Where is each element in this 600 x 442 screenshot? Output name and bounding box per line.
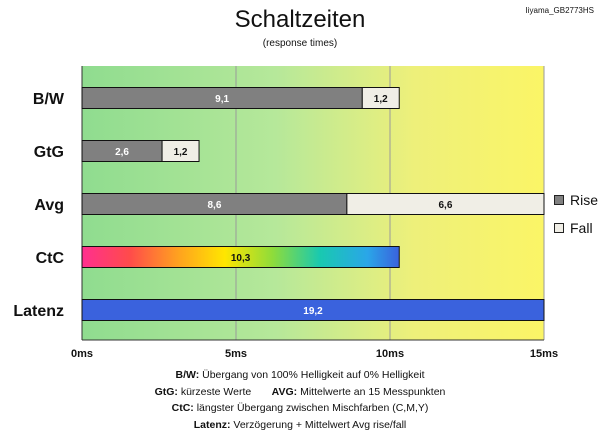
legend-item-fall: Fall: [554, 220, 593, 236]
bar-value-label: 1,2: [174, 147, 188, 158]
legend-item-rise: Rise: [554, 192, 599, 208]
bar-fall: [161, 140, 200, 162]
bar-value-label: 10,3: [231, 253, 251, 264]
note-latenz-key: Latenz:: [193, 418, 231, 431]
category-label: B/W: [33, 91, 65, 108]
legend-label-rise: Rise: [570, 192, 599, 208]
x-tick-label: 0ms: [71, 348, 93, 360]
x-tick-label: 10ms: [376, 348, 404, 360]
chart-title: Schaltzeiten: [234, 6, 366, 33]
bar-ctc: [81, 246, 400, 268]
legend-label-fall: Fall: [570, 220, 593, 236]
bar-fall: [361, 87, 400, 109]
note-ctc-key: CtC:: [171, 402, 194, 414]
note-avg-text: Mittelwerte an 15 Messpunkten: [297, 385, 446, 398]
bar-value-label: 8,6: [207, 200, 221, 211]
note-ctc: CtC: längster Übergang zwischen Mischfar…: [0, 400, 600, 417]
note-ctc-text: längster Übergang zwischen Mischfarben (…: [193, 402, 429, 414]
note-gtg-avg: GtG: kürzeste Werte AVG: Mittelwerte an …: [0, 384, 600, 401]
note-bw-text: Übergang von 100% Helligkeit auf 0% Hell…: [199, 369, 425, 381]
note-bw-key: B/W:: [175, 369, 200, 381]
bar-latenz: [81, 299, 545, 321]
bar-value-label: 6,6: [438, 200, 452, 211]
x-tick-label: 15ms: [530, 348, 558, 360]
note-latenz: Latenz: Verzögerung + Mittelwert Avg ris…: [0, 417, 600, 434]
note-avg-key: AVG:: [271, 385, 298, 398]
bar-value-label: 19,2: [303, 306, 323, 317]
category-label: Latenz: [13, 303, 64, 320]
note-bw: B/W: Übergang von 100% Helligkeit auf 0%…: [0, 367, 600, 384]
note-latenz-text: Verzögerung + Mittelwert Avg rise/fall: [230, 418, 407, 431]
labels: 0ms 5ms 10ms 15ms B/W GtG Avg CtC Latenz 9,1 1,2 2,…: [13, 91, 558, 360]
legend-swatch-rise: [554, 195, 564, 205]
legend-swatch-fall: [554, 223, 564, 233]
category-label: CtC: [36, 250, 65, 267]
bar-value-label: 1,2: [374, 94, 388, 105]
chart-subtitle: (response times): [262, 38, 338, 49]
note-gtg-key: GtG:: [154, 385, 178, 398]
bars: [81, 87, 545, 321]
x-tick-label: 5ms: [225, 348, 247, 360]
bar-fall: [346, 193, 545, 215]
notes-block: B/W: Übergang von 100% Helligkeit auf 0%…: [0, 367, 600, 433]
category-label: Avg: [34, 197, 64, 214]
bar-value-label: 9,1: [215, 94, 229, 105]
model-label: Iiyama_GB2773HS: [525, 6, 594, 15]
bar-value-label: 2,6: [115, 147, 129, 158]
note-gtg-text: kürzeste Werte: [177, 385, 252, 398]
category-label: GtG: [34, 144, 64, 161]
